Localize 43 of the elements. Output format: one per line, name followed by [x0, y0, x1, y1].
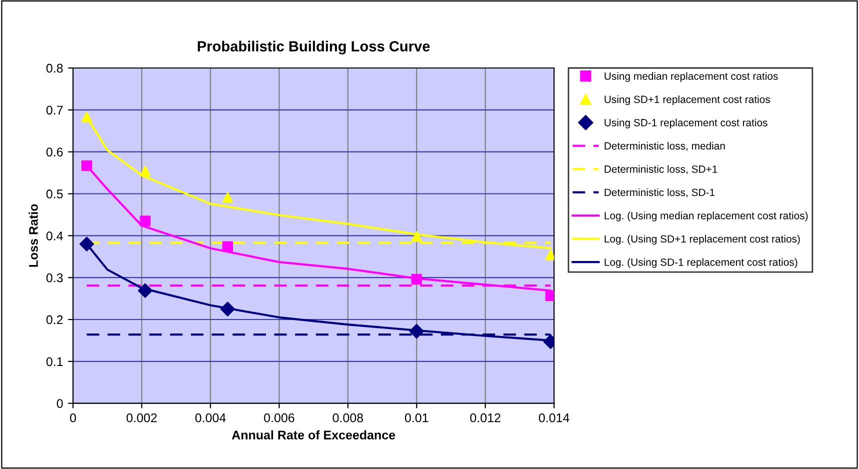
point: [409, 324, 424, 339]
y-tick-label: 0.1: [46, 357, 63, 366]
y-axis-title: Loss Ratio: [28, 204, 38, 267]
x-tick-label: 0.012: [470, 413, 500, 422]
x-tick-label: 0: [70, 413, 76, 422]
legend-label: Log. (Using median replacement cost ratios): [604, 212, 808, 222]
point: [411, 231, 422, 242]
legend-label: Deterministic loss, SD+1: [604, 165, 718, 174]
y-tick-label: 0.3: [46, 273, 63, 282]
point: [411, 274, 422, 285]
point: [545, 290, 554, 301]
point: [222, 241, 233, 252]
legend-label: Log. (Using SD+1 replacement cost ratios): [604, 234, 800, 245]
point: [138, 283, 152, 298]
y-tick-label: 0.6: [46, 148, 63, 156]
legend-label: Deterministic loss, SD-1: [604, 188, 715, 198]
point: [140, 166, 151, 176]
legend-label: Using median replacement cost ratios: [604, 72, 778, 82]
x-tick-label: 0.008: [332, 413, 363, 422]
y-tick-label: 0.7: [46, 106, 63, 115]
x-tick-label: 0.006: [264, 413, 294, 422]
chart-title: Probabilistic Building Loss Curve: [198, 40, 430, 54]
y-tick-label: 0.5: [46, 190, 63, 198]
point: [220, 302, 235, 316]
point: [81, 160, 92, 172]
legend-label: Using SD-1 replacement cost ratios: [604, 118, 768, 128]
legend-label: Using SD+1 replacement cost ratios: [604, 95, 770, 106]
point: [81, 112, 92, 122]
x-tick-label: 0.004: [195, 413, 226, 422]
legend-label: Deterministic loss, median: [604, 142, 725, 151]
y-tick-label: 0.8: [46, 64, 63, 73]
x-tick-label: 0.014: [538, 413, 570, 422]
y-tick-label: 0.4: [46, 231, 63, 240]
legend-label: Log. (Using SD-1 replacement cost ratios): [604, 258, 798, 268]
point: [545, 250, 554, 260]
point: [140, 216, 151, 226]
x-tick-label: 0.01: [404, 413, 428, 422]
x-tick-label: 0.002: [126, 413, 157, 422]
x-axis-title: Annual Rate of Exceedance: [232, 430, 396, 440]
point: [79, 236, 94, 252]
y-tick-label: 0.2: [46, 315, 63, 324]
y-tick-label: 0: [56, 399, 63, 408]
point: [222, 192, 233, 203]
